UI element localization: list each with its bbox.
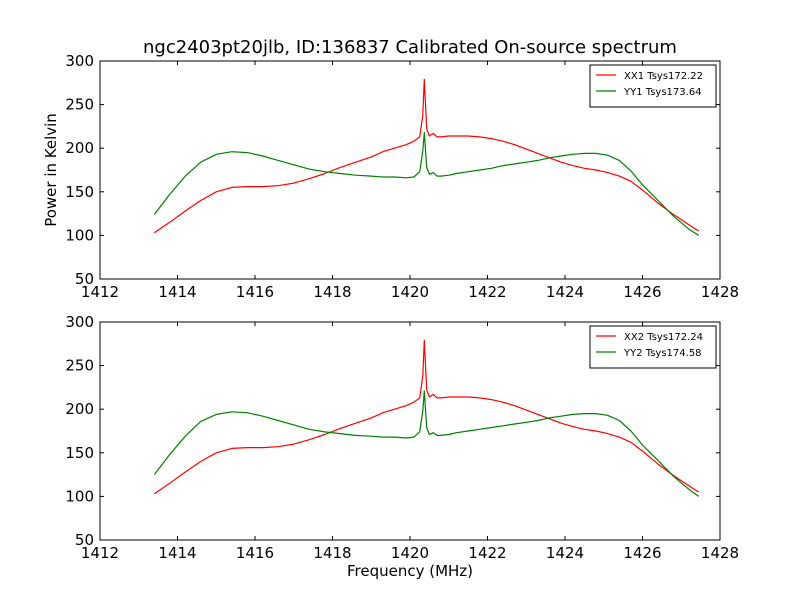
- top-xtick-label-0: 1412: [81, 283, 119, 301]
- top-ytick-label-3: 200: [65, 139, 94, 157]
- top-series-line-0: [153, 78, 700, 234]
- top-xtick-label-1: 1414: [158, 283, 196, 301]
- top-xtick-label-2: 1416: [236, 283, 274, 301]
- bottom-xtick-label-7: 1426: [623, 544, 661, 562]
- bottom-xtick-label-6: 1424: [546, 544, 584, 562]
- bottom-xtick-label-4: 1420: [391, 544, 429, 562]
- bottom-ytick-label-2: 150: [65, 444, 94, 462]
- bottom-xtick-label-8: 1428: [701, 544, 739, 562]
- top-xtick-label-6: 1424: [546, 283, 584, 301]
- top-xtick-label-8: 1428: [701, 283, 739, 301]
- bottom-series-lines: [153, 339, 700, 497]
- bottom-spectrum-plot: Frequency (MHz) 1412 1414 1416 1418 1420 1422…: [65, 313, 739, 580]
- top-ytick-label-0: 50: [75, 270, 94, 288]
- top-plot-frame: [99, 60, 721, 280]
- top-ytick-label-5: 300: [65, 52, 94, 70]
- bottom-legend-label-0: XX2 Tsys172.24: [624, 332, 703, 343]
- bottom-axis-ticks: 1412 1414 1416 1418 1420 1422 1424 1426 1428 50 10…: [65, 313, 739, 562]
- bottom-series-line-1: [153, 390, 700, 497]
- top-ytick-label-1: 100: [65, 226, 94, 244]
- top-legend-label-0: XX1 Tsys172.22: [624, 71, 703, 82]
- bottom-legend-box: [589, 325, 717, 369]
- bottom-xlabel: Frequency (MHz): [347, 562, 473, 580]
- top-series-lines: [153, 78, 700, 236]
- bottom-series-line-0: [153, 339, 700, 495]
- top-xtick-label-5: 1422: [468, 283, 506, 301]
- top-axis-ticks: 1412 1414 1416 1418 1420 1422 1424 1426 1428 50 10…: [65, 52, 739, 301]
- bottom-xtick-label-0: 1412: [81, 544, 119, 562]
- figure-title: ngc2403pt20jlb, ID:136837 Calibrated On-…: [143, 37, 677, 58]
- bottom-xtick-label-5: 1422: [468, 544, 506, 562]
- bottom-xtick-label-2: 1416: [236, 544, 274, 562]
- bottom-ytick-label-4: 250: [65, 357, 94, 375]
- top-series-line-1: [153, 131, 700, 236]
- bottom-ytick-label-0: 50: [75, 531, 94, 549]
- top-ytick-label-4: 250: [65, 96, 94, 114]
- top-legend-label-1: YY1 Tsys173.64: [623, 87, 702, 98]
- top-xtick-label-7: 1426: [623, 283, 661, 301]
- top-xtick-label-3: 1418: [313, 283, 351, 301]
- bottom-ytick-label-1: 100: [65, 487, 94, 505]
- top-ylabel: Power in Kelvin: [42, 113, 60, 227]
- bottom-legend: XX2 Tsys172.24 YY2 Tsys174.58: [589, 325, 717, 369]
- top-legend-box: [589, 64, 717, 108]
- bottom-plot-frame: [99, 321, 721, 541]
- bottom-legend-label-1: YY2 Tsys174.58: [623, 348, 702, 359]
- top-spectrum-plot: Power in Kelvin 1412 1414 1416 1418 1420 1422…: [42, 52, 739, 301]
- bottom-ytick-label-5: 300: [65, 313, 94, 331]
- top-ytick-label-2: 150: [65, 183, 94, 201]
- bottom-ytick-label-3: 200: [65, 400, 94, 418]
- top-xtick-label-4: 1420: [391, 283, 429, 301]
- bottom-xtick-label-1: 1414: [158, 544, 196, 562]
- top-legend: XX1 Tsys172.22 YY1 Tsys173.64: [589, 64, 717, 108]
- bottom-xtick-label-3: 1418: [313, 544, 351, 562]
